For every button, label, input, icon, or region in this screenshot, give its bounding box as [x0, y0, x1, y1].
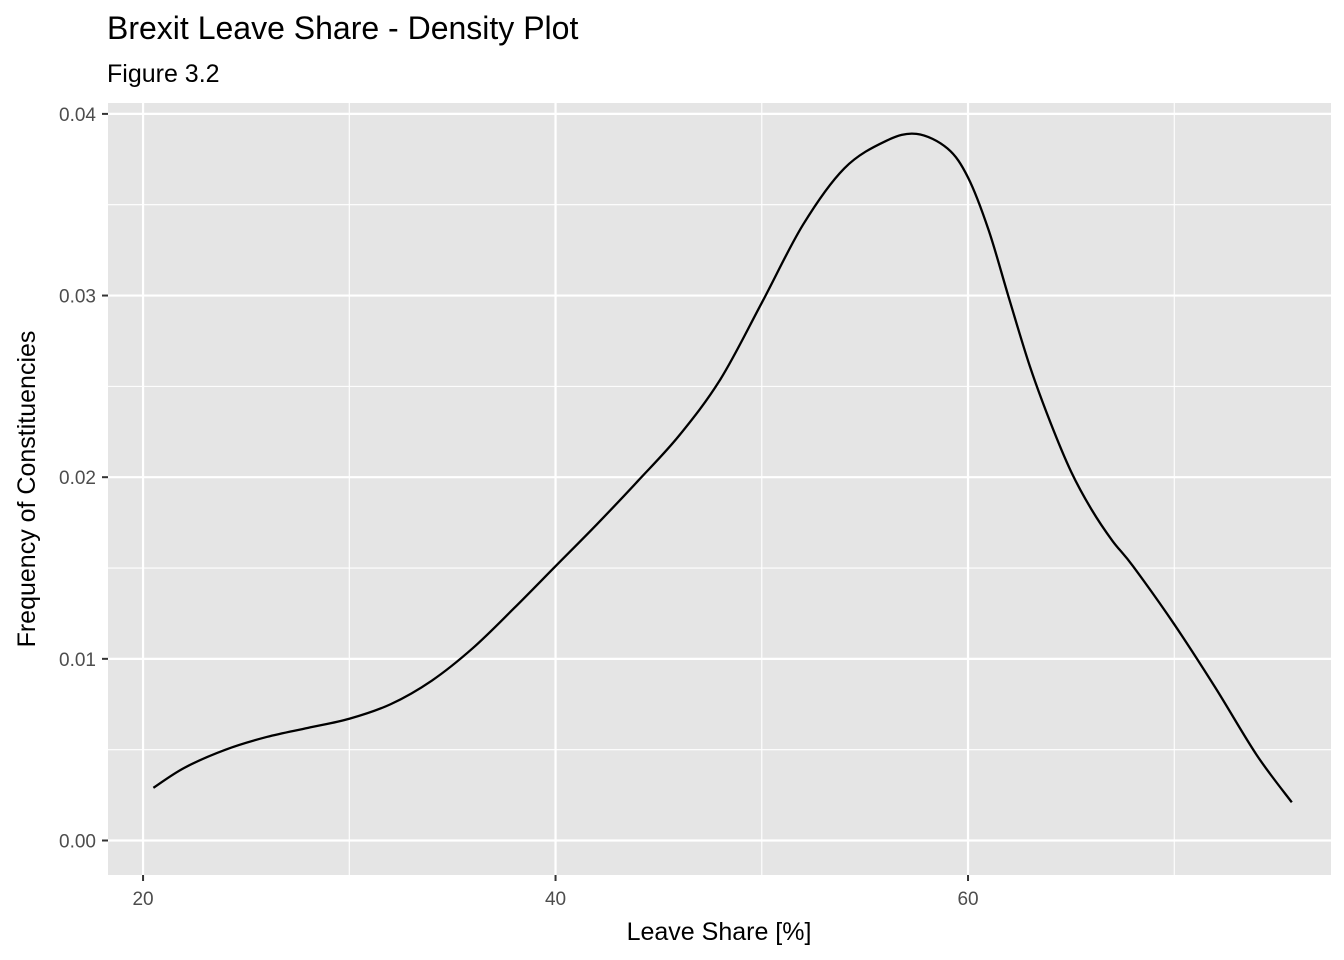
x-tick-label: 20 — [132, 889, 153, 910]
y-axis: 0.00 0.01 0.02 0.03 0.04 — [59, 105, 108, 852]
y-tick-label: 0.01 — [59, 650, 96, 671]
x-tick-label: 40 — [545, 889, 566, 910]
major-grid — [108, 103, 1331, 875]
chart-title: Brexit Leave Share - Density Plot — [107, 10, 578, 46]
x-axis: 20 40 60 — [132, 875, 979, 910]
y-tick-label: 0.00 — [59, 831, 96, 852]
x-tick-label: 60 — [957, 889, 978, 910]
y-axis-title: Frequency of Constituencies — [13, 331, 41, 648]
chart-subtitle: Figure 3.2 — [107, 60, 220, 88]
y-tick-label: 0.04 — [59, 105, 96, 126]
plot-panel — [108, 103, 1331, 875]
x-axis-title: Leave Share [%] — [627, 918, 812, 946]
density-curve — [152, 132, 1293, 804]
minor-grid — [108, 103, 1331, 875]
y-tick-label: 0.03 — [59, 287, 96, 308]
y-tick-label: 0.02 — [59, 468, 96, 489]
